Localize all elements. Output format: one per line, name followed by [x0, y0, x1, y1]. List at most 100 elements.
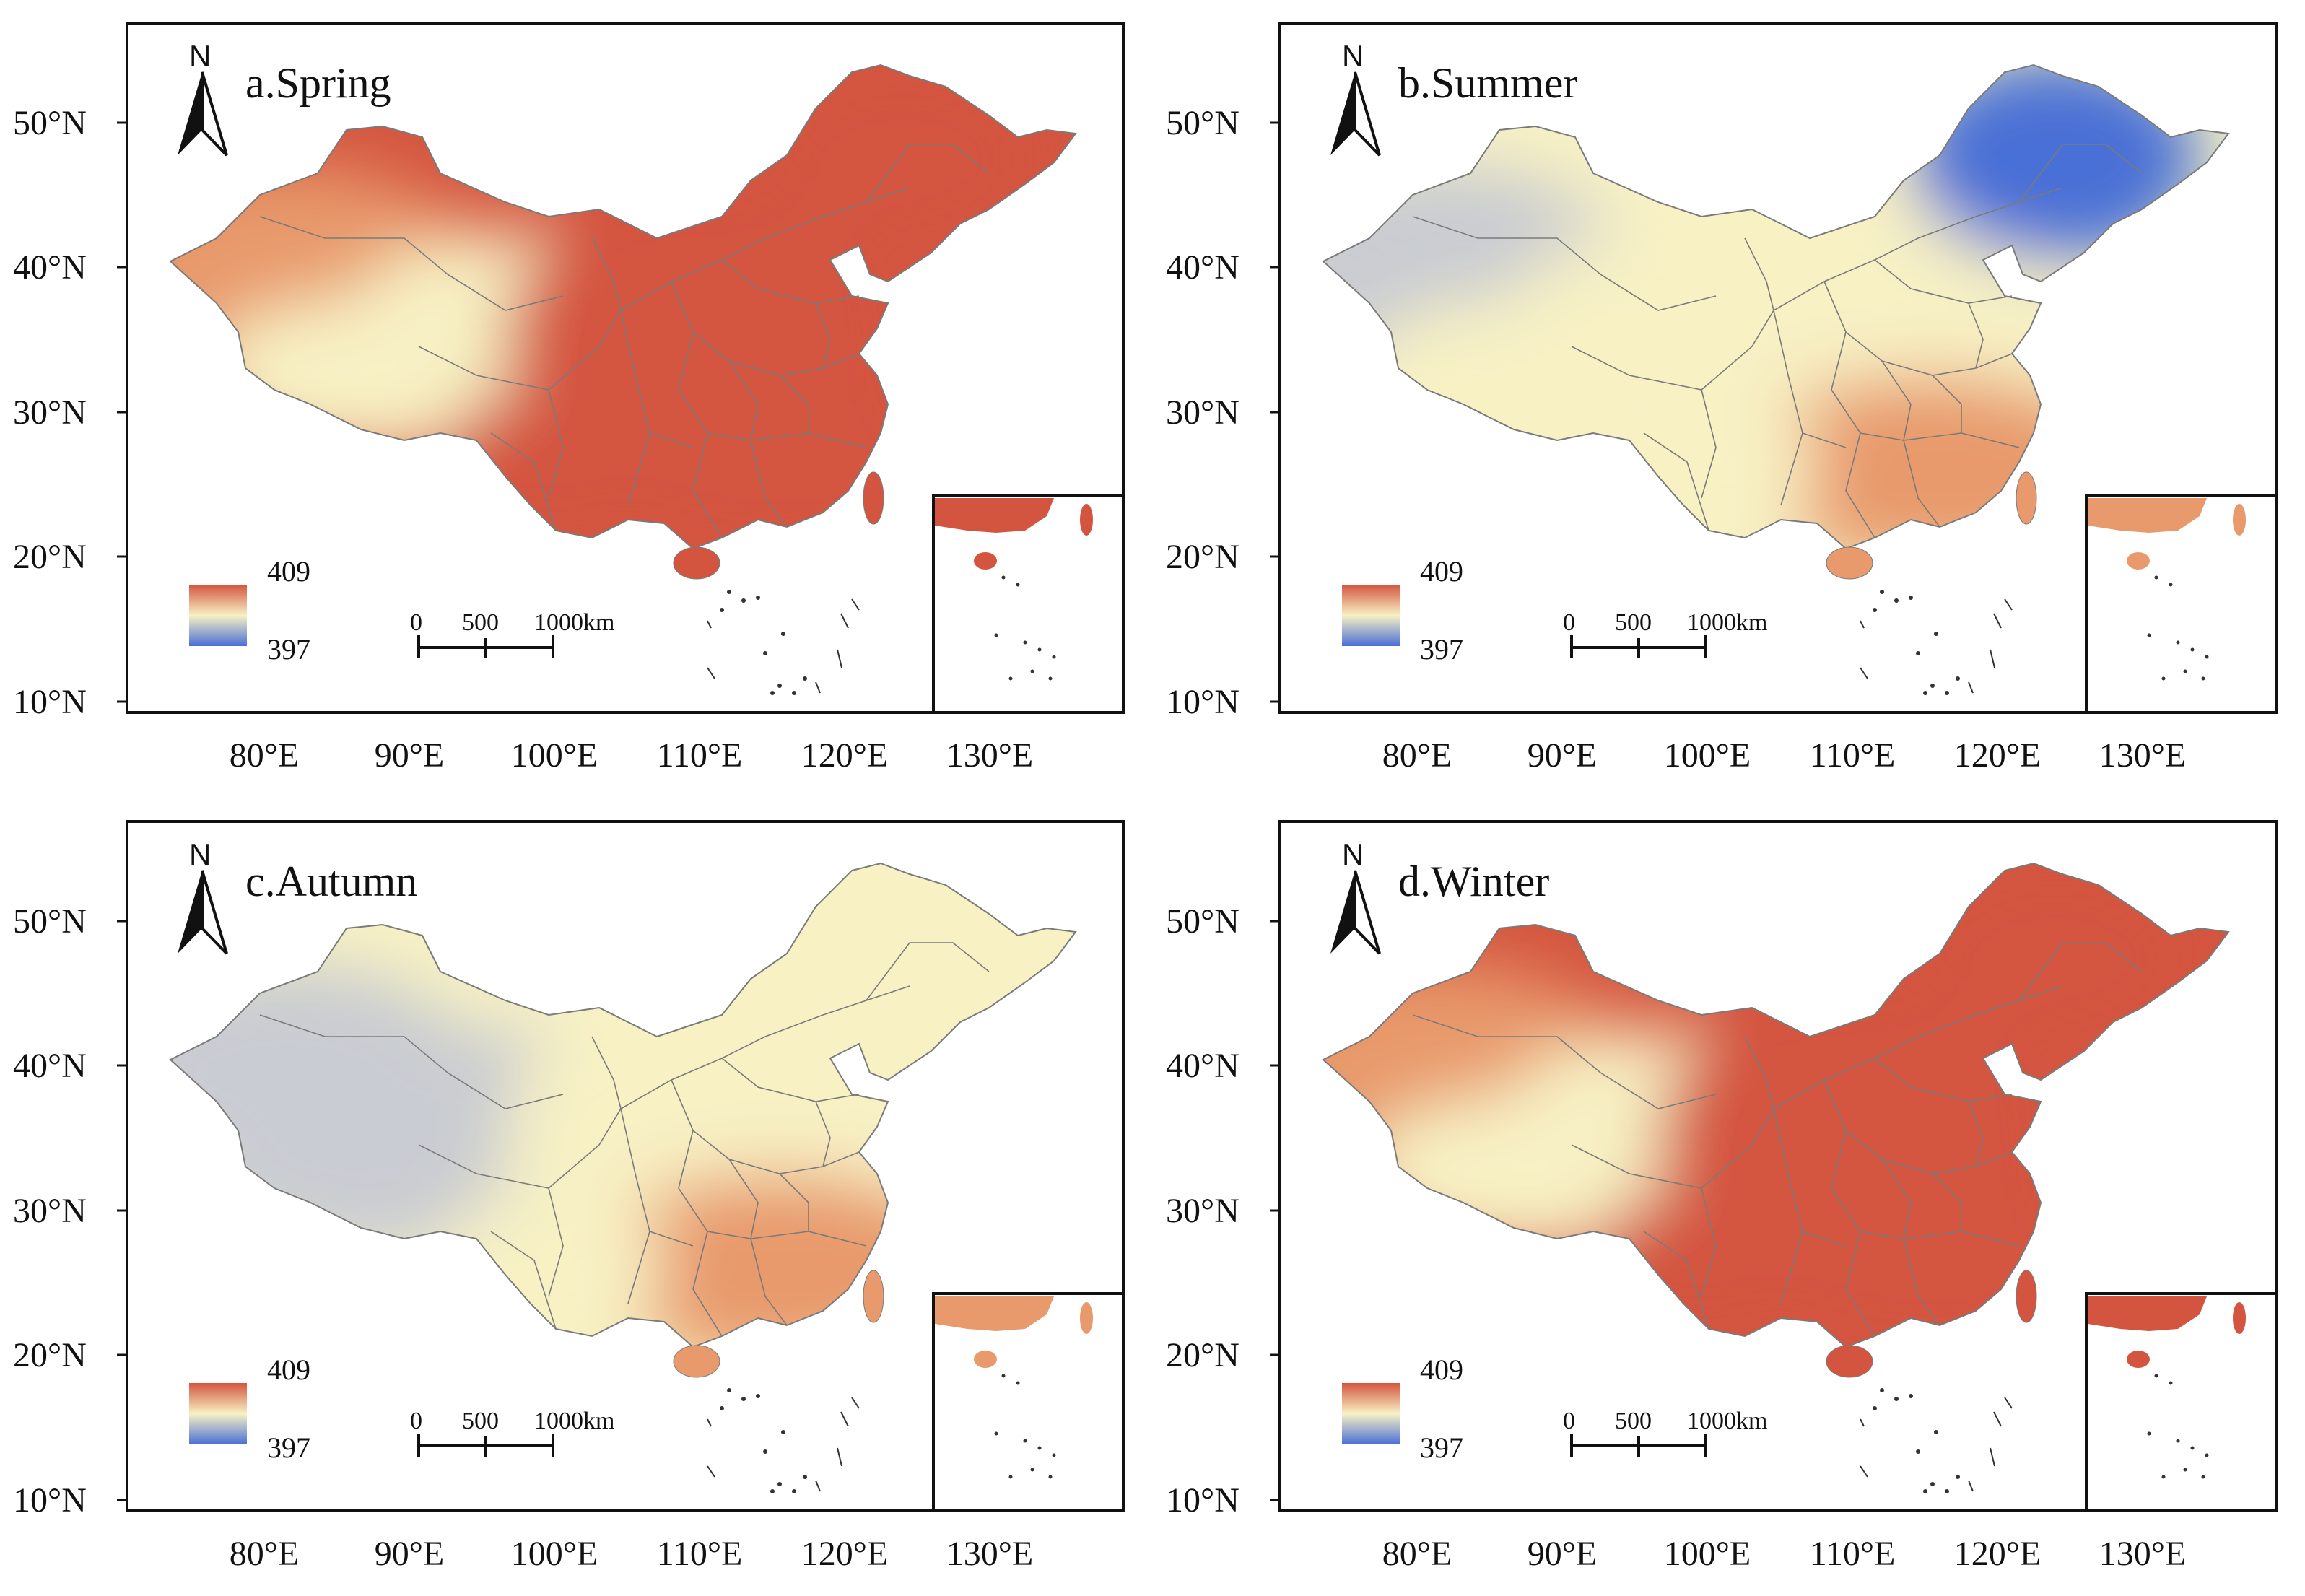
- legend-bar: [1342, 1383, 1400, 1444]
- lat-label: 30°N: [13, 1192, 87, 1230]
- lon-label: 110°E: [1810, 736, 1896, 775]
- scale-bar: 0 500 1000km: [1563, 609, 1767, 658]
- lat-label: 40°N: [13, 248, 87, 287]
- china-outline: [169, 64, 1077, 550]
- map-svg: 10°N 20°N 30°N 40°N 50°N 80°E 90°E 100°E 110°E 1…: [1166, 22, 2278, 775]
- panel-title: c.Autumn: [245, 858, 417, 905]
- inset-island-dot: [2201, 676, 2205, 681]
- nine-dash-line: [1990, 649, 1995, 668]
- inset-island-dot: [2169, 583, 2173, 587]
- lon-axis: 80°E 90°E 100°E 110°E 120°E 130°E: [230, 1535, 1034, 1573]
- inset-island-dot: [1048, 676, 1053, 681]
- lon-label: 130°E: [946, 1535, 1034, 1573]
- taiwan-island: [2016, 471, 2037, 525]
- island-dot: [727, 1388, 731, 1392]
- legend: 409 397: [189, 1353, 310, 1464]
- china-field: [169, 862, 1077, 1348]
- province-border: [1701, 389, 1717, 499]
- lon-label: 120°E: [1954, 736, 2042, 775]
- province-border: [1845, 432, 1875, 538]
- nine-dash-line: [707, 620, 712, 629]
- inset-island-dot: [1023, 1439, 1027, 1443]
- inset-island-dot: [1008, 676, 1013, 681]
- island-dot: [1930, 1482, 1935, 1486]
- color-blob: [758, 863, 1047, 1058]
- province-border: [1643, 1231, 1709, 1330]
- inset-island-dot: [2183, 1468, 2187, 1472]
- lat-label: 50°N: [1166, 104, 1239, 142]
- province-border: [620, 310, 650, 506]
- island-dot: [741, 1397, 746, 1401]
- lat-axis: 10°N 20°N 30°N 40°N 50°N: [13, 902, 127, 1519]
- province-border: [1744, 1036, 1774, 1109]
- map-svg: 10°N 20°N 30°N 40°N 50°N 80°E 90°E 100°E 110°E 1…: [13, 820, 1125, 1573]
- nine-dash-line: [815, 681, 821, 694]
- inset-map: [932, 494, 1125, 714]
- island-dot: [777, 684, 782, 688]
- inset-coast: [2088, 498, 2207, 533]
- inset-island-dot: [2176, 640, 2180, 645]
- island-dot: [1909, 596, 1913, 600]
- north-label: N: [189, 39, 211, 73]
- inset-island-dot: [1048, 1475, 1053, 1479]
- legend: 409 397: [1342, 1353, 1463, 1464]
- province-border: [1744, 237, 1774, 311]
- island-dot: [770, 691, 775, 695]
- lon-label: 90°E: [375, 736, 445, 775]
- lon-label: 130°E: [946, 736, 1034, 775]
- inset-island-dot: [2176, 1439, 2180, 1443]
- sea-islands: [1826, 471, 2037, 695]
- province-border: [1412, 1014, 1717, 1109]
- legend-max: 409: [267, 555, 310, 588]
- inset-island-dot: [1037, 647, 1042, 652]
- hainan-island: [1826, 1345, 1873, 1378]
- island-dot: [803, 1475, 807, 1479]
- color-blob: [1911, 863, 2200, 1058]
- lon-label: 120°E: [801, 1535, 889, 1573]
- province-border: [591, 1036, 622, 1109]
- island-dot: [756, 1394, 760, 1398]
- province-border: [764, 985, 910, 1037]
- nine-dash-line: [840, 613, 849, 629]
- province-border: [1773, 1108, 1803, 1304]
- legend: 409 397: [189, 555, 310, 666]
- province-border: [779, 375, 809, 433]
- lat-label: 30°N: [1166, 393, 1239, 432]
- inset-map: [932, 1292, 1125, 1512]
- scale-bar: 0 500 1000km: [410, 609, 614, 658]
- lon-label: 90°E: [375, 1535, 445, 1573]
- map-panel-a: 10°N 20°N 30°N 40°N 50°N 80°E 90°E 100°E 110°E 1…: [0, 0, 1152, 798]
- province-border: [1881, 360, 1912, 441]
- island-dot: [756, 596, 760, 600]
- sea-islands: [673, 1270, 884, 1493]
- nine-dash-line: [707, 1418, 712, 1427]
- legend-min: 397: [1420, 1431, 1463, 1464]
- inset-frame: [2085, 494, 2278, 714]
- lon-label: 100°E: [511, 736, 598, 775]
- inset-hainan: [2127, 1351, 2150, 1368]
- province-border: [259, 216, 564, 311]
- province-border: [1874, 259, 2013, 304]
- island-dot: [1956, 676, 1960, 681]
- inset-map: [2085, 1292, 2278, 1512]
- lon-label: 90°E: [1528, 736, 1598, 775]
- color-blob: [758, 65, 1047, 260]
- scale-bar: 0 500 1000km: [1563, 1408, 1767, 1457]
- inset-island-dot: [1037, 1446, 1042, 1450]
- inset-map: [2085, 494, 2278, 714]
- inset-island-dot: [2169, 1381, 2173, 1385]
- inset-island-dot: [2183, 669, 2187, 673]
- inset-island-dot: [2154, 575, 2158, 580]
- inset-island-dot: [2161, 676, 2166, 681]
- lat-label: 40°N: [1166, 248, 1239, 287]
- lon-label: 120°E: [1954, 1535, 2042, 1573]
- lat-label: 10°N: [1166, 683, 1239, 721]
- scale-500: 500: [1615, 609, 1652, 636]
- north-arrow-icon: N: [1330, 39, 1381, 157]
- china-field: [1322, 64, 2230, 550]
- province-border: [1903, 1238, 1940, 1326]
- island-dot: [781, 632, 785, 636]
- island-dot: [803, 676, 807, 681]
- province-border: [1831, 1130, 2020, 1247]
- province-border: [1968, 302, 1984, 369]
